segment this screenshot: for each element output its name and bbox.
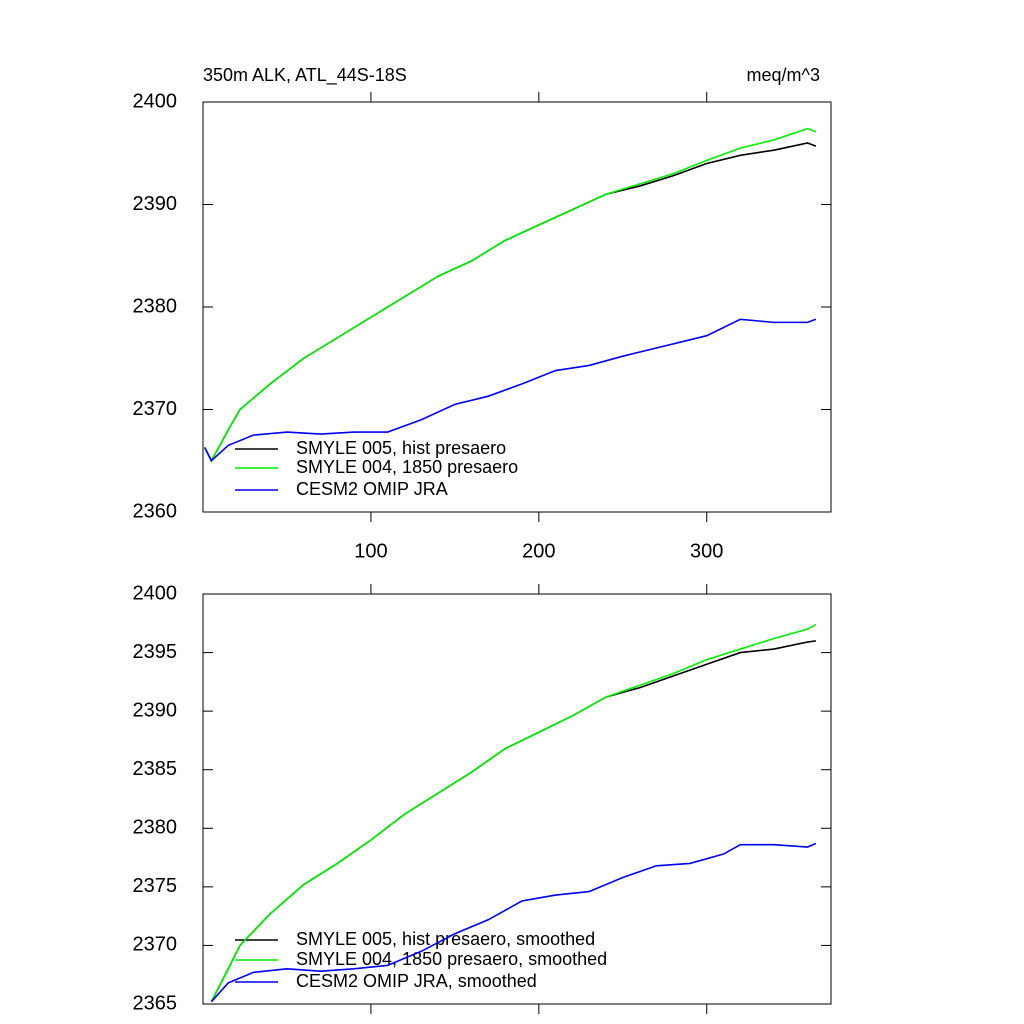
legend-label: SMYLE 004, 1850 presaero, smoothed	[296, 949, 607, 969]
y-tick-label: 2400	[133, 90, 178, 112]
x-tick-label: 200	[522, 540, 555, 562]
y-tick-label: 2365	[133, 992, 178, 1014]
chart-title: 350m ALK, ATL_44S-18S	[203, 65, 407, 86]
legend-label: SMYLE 005, hist presaero	[296, 438, 506, 458]
y-tick-label: 2385	[133, 758, 178, 780]
units-label: meq/m^3	[747, 65, 820, 85]
x-tick-label: 300	[690, 540, 723, 562]
y-tick-label: 2400	[133, 582, 178, 604]
plot-frame	[202, 593, 832, 1005]
y-tick-label: 2390	[133, 193, 178, 215]
y-tick-label: 2360	[133, 500, 178, 522]
data-line	[203, 318, 817, 463]
y-tick-label: 2380	[133, 295, 178, 317]
y-tick-label: 2380	[133, 817, 178, 839]
y-tick-label: 2370	[133, 398, 178, 420]
data-line	[203, 142, 817, 463]
y-tick-label: 2375	[133, 875, 178, 897]
legend-label: CESM2 OMIP JRA, smoothed	[296, 971, 537, 991]
data-line	[210, 842, 817, 1003]
legend-label: SMYLE 004, 1850 presaero	[296, 457, 518, 477]
data-line	[210, 623, 817, 1003]
y-tick-label: 2390	[133, 699, 178, 721]
data-line	[203, 127, 817, 463]
x-tick-label: 100	[354, 540, 387, 562]
y-tick-label: 2370	[133, 934, 178, 956]
y-tick-label: 2395	[133, 641, 178, 663]
legend-label: CESM2 OMIP JRA	[296, 479, 448, 499]
